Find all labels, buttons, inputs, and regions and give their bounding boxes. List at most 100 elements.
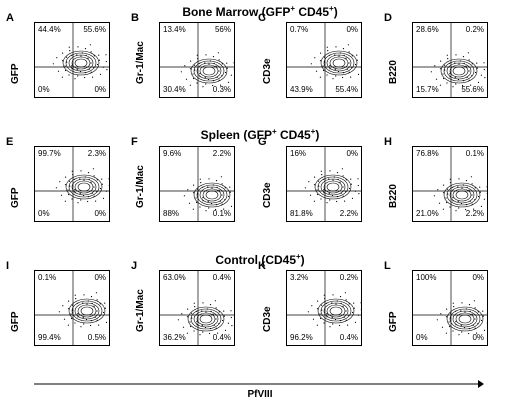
scatter-dot: [197, 193, 199, 195]
scatter-dot: [476, 62, 478, 64]
scatter-dot: [81, 52, 83, 54]
scatter-dot: [464, 311, 466, 313]
scatter-dot: [79, 178, 81, 180]
scatter-dot: [221, 75, 223, 77]
scatter-dot: [340, 302, 342, 304]
scatter-dot: [86, 303, 88, 305]
scatter-dot: [468, 328, 470, 330]
scatter-dot: [356, 54, 358, 56]
scatter-dot: [61, 60, 64, 62]
scatter-dot: [329, 326, 331, 328]
scatter-dot: [455, 310, 457, 312]
scatter-dot: [77, 75, 79, 77]
scatter-dot: [201, 324, 203, 327]
scatter-dot: [212, 313, 214, 315]
scatter-dot: [339, 320, 341, 322]
scatter-dot: [69, 185, 71, 187]
scatter-dot: [83, 323, 85, 325]
scatter-dot: [99, 73, 102, 75]
quadrant-percent-br: 0.1%: [212, 209, 231, 218]
scatter-dot: [216, 76, 218, 78]
scatter-dot: [457, 186, 459, 188]
scatter-dot: [353, 307, 355, 309]
scatter-dot: [332, 323, 334, 325]
contour-ring: [74, 302, 100, 320]
scatter-dot: [357, 178, 359, 180]
scatter-dot: [441, 326, 444, 328]
y-axis-label: GFP: [388, 311, 399, 332]
scatter-dot: [470, 84, 472, 86]
scatter-dot: [320, 52, 322, 54]
contour-population: [317, 298, 355, 324]
scatter-dot: [360, 302, 361, 304]
scatter-dot: [439, 68, 442, 70]
scatter-dot: [356, 59, 358, 61]
y-axis-label: CD3e: [262, 58, 273, 84]
scatter-dot: [212, 80, 214, 82]
scatter-dot: [75, 298, 77, 300]
scatter-dot: [329, 199, 331, 201]
scatter-dot: [443, 184, 445, 186]
scatter-dot: [77, 46, 79, 48]
scatter-dot: [326, 74, 328, 76]
scatter-dot: [67, 308, 70, 310]
scatter-dot: [98, 54, 100, 56]
scatter-dot: [196, 321, 198, 323]
scatter-dot: [190, 60, 192, 62]
contour-ring: [446, 306, 484, 332]
section-title-text: ): [333, 5, 338, 19]
scatter-dot: [199, 73, 201, 75]
scatter-dot: [331, 316, 333, 319]
scatter-dot: [357, 73, 360, 75]
contour-ring: [68, 54, 94, 72]
quadrant-percent-tr: 0.2%: [339, 273, 358, 282]
contour-population: [446, 306, 484, 332]
scatter-dot: [105, 60, 107, 63]
quadrant-percent-bl: 81.8%: [290, 209, 313, 218]
scatter-dot: [460, 324, 462, 327]
scatter-dot: [444, 69, 446, 71]
scatter-dot: [56, 57, 58, 59]
section-title-text: Control (CD45: [215, 253, 296, 267]
x-axis-arrow: [34, 380, 484, 388]
scatter-dot: [181, 313, 183, 315]
contour-ring: [326, 54, 352, 72]
scatter-dot: [465, 204, 467, 206]
scatter-dot: [342, 72, 344, 74]
scatter-dot: [433, 195, 435, 197]
scatter-dot: [99, 303, 101, 305]
scatter-dot: [221, 203, 223, 205]
contour-ring: [320, 300, 352, 322]
scatter-dot: [347, 324, 349, 326]
scatter-dot: [227, 81, 230, 83]
scatter-dot: [84, 176, 86, 178]
scatter-dots: [58, 292, 109, 328]
contour-population: [187, 306, 225, 332]
quadrant-percent-br: 0.3%: [212, 85, 231, 94]
scatter-dot: [90, 181, 92, 183]
scatter-dot: [189, 68, 192, 70]
scatter-dot: [68, 74, 70, 76]
contour-ring: [449, 186, 475, 204]
scatter-dot: [350, 183, 352, 185]
quadrant-percent-bl: 0%: [38, 209, 50, 218]
scatter-dot: [76, 54, 78, 56]
scatter-dot: [469, 310, 471, 312]
scatter-dot: [204, 326, 207, 329]
scatter-dot: [74, 78, 76, 80]
contour-population: [193, 182, 231, 208]
plot-contours: [287, 23, 361, 97]
contour-ring: [190, 58, 228, 84]
scatter-dot: [193, 302, 195, 304]
contour-ring: [202, 66, 216, 76]
scatter-dot: [208, 178, 210, 180]
scatter-dot: [318, 180, 320, 182]
scatter-dot: [314, 57, 316, 59]
scatter-dot: [84, 72, 86, 74]
scatter-dot: [87, 172, 90, 174]
scatter-dot: [199, 62, 201, 64]
scatter-dot: [477, 195, 480, 198]
scatter-dot: [437, 189, 439, 191]
scatter-dot: [449, 76, 451, 78]
scatter-dot: [448, 321, 450, 323]
